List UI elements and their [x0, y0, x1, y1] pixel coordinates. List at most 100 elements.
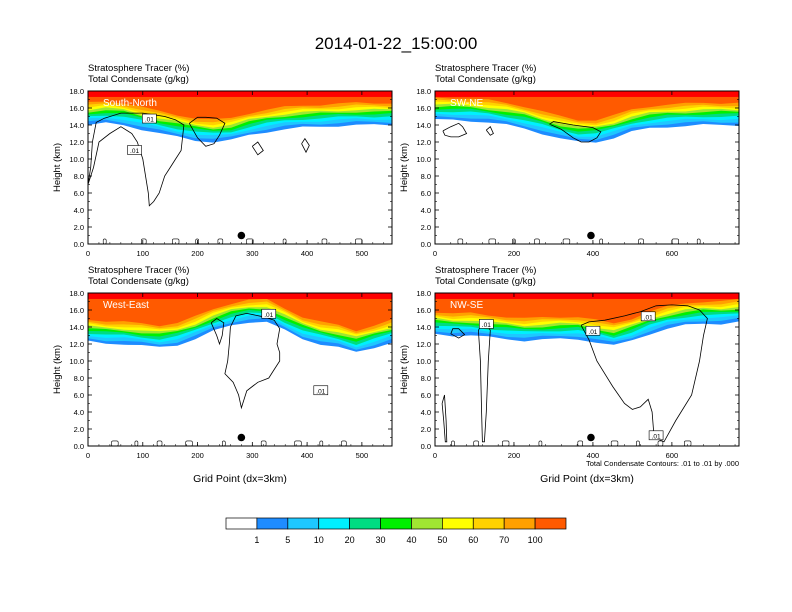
y-tick-label: 10.0: [416, 155, 431, 164]
contour-label-box: [313, 385, 329, 396]
y-tick-label: 16.0: [416, 306, 431, 315]
y-tick-label: 6.0: [421, 391, 431, 400]
contour-label: .01: [588, 329, 597, 336]
y-tick-label: 8.0: [74, 374, 84, 383]
x-tick-label: 400: [587, 249, 600, 258]
x-tick-label: 200: [191, 249, 204, 258]
panel-2: SW-NE Stratosphere Tracer (%)Total Conden…: [399, 63, 740, 258]
panel-label: South-North: [103, 98, 157, 109]
condensate-contour: [251, 141, 264, 156]
x-tick-label: 200: [191, 451, 204, 460]
y-tick-label: 18.0: [69, 87, 84, 96]
panels-group: .01 .01 South-North Stratosphere Tracer (%)…: [52, 63, 740, 485]
x-tick-label: 300: [246, 451, 259, 460]
contour-label: .01: [316, 388, 325, 395]
colorbar-label: 50: [437, 535, 447, 545]
y-tick-label: 10.0: [416, 357, 431, 366]
y-tick-label: 14.0: [69, 121, 84, 130]
panel-title-line2: Total Condensate (g/kg): [435, 276, 536, 287]
colorbar: 1 5 10 20 30 40 50 60 70 100: [225, 517, 567, 545]
y-tick-label: 16.0: [69, 104, 84, 113]
x-tick-label: 600: [666, 451, 679, 460]
colorbar-swatch: [380, 517, 412, 530]
contour-footnote: Total Condensate Contours: .01 to .01 by…: [586, 459, 739, 468]
panel-title-line2: Total Condensate (g/kg): [88, 74, 189, 85]
y-axis-label: Height (km): [52, 143, 63, 192]
condensate-contour: [210, 318, 225, 346]
panel-title-line2: Total Condensate (g/kg): [435, 74, 536, 85]
plot-area: .01 .01: [88, 91, 392, 244]
panel-title-line1: Stratosphere Tracer (%): [88, 265, 189, 276]
tracer-band-top: [88, 293, 392, 299]
x-tick-label: 200: [508, 451, 521, 460]
y-tick-label: 16.0: [416, 104, 431, 113]
panel-1: .01 .01 South-North Stratosphere Tracer (%)…: [52, 63, 393, 258]
contour-label-box: [261, 308, 277, 319]
colorbar-label: 60: [468, 535, 478, 545]
x-tick-label: 400: [301, 249, 314, 258]
panel-title-line1: Stratosphere Tracer (%): [435, 63, 536, 74]
y-tick-label: 0.0: [74, 442, 84, 451]
contour-label: .01: [644, 314, 653, 321]
panel-title-line2: Total Condensate (g/kg): [88, 276, 189, 287]
y-tick-label: 2.0: [74, 223, 84, 232]
location-marker: [237, 433, 246, 442]
condensate-contour: [88, 112, 185, 207]
panel-label: SW-NE: [450, 98, 483, 109]
panel-4: .01 .01 .01 .01 NW-SE Stratosphere Tracer (%)…: [399, 265, 740, 485]
colorbar-swatch: [287, 517, 320, 530]
colorbar-swatch: [472, 517, 505, 530]
plot-area: [435, 91, 739, 244]
colorbar-label: 5: [285, 535, 290, 545]
x-tick-label: 500: [356, 249, 369, 258]
y-axis-label: Height (km): [399, 345, 410, 394]
y-tick-label: 4.0: [74, 206, 84, 215]
y-tick-label: 8.0: [421, 172, 431, 181]
y-tick-label: 0.0: [421, 442, 431, 451]
condensate-contour: [301, 137, 310, 154]
x-tick-label: 0: [433, 249, 437, 258]
y-tick-label: 18.0: [416, 87, 431, 96]
condensate-contour: [188, 116, 226, 147]
x-tick-label: 0: [86, 451, 90, 460]
colorbar-swatch: [256, 517, 289, 530]
colorbar-label: 70: [499, 535, 509, 545]
colorbar-label: 40: [406, 535, 416, 545]
figure-title: 2014-01-22_15:00:00: [315, 34, 478, 53]
y-tick-label: 12.0: [69, 138, 84, 147]
condensate-contour: [580, 304, 708, 443]
colorbar-swatch: [318, 517, 350, 530]
x-tick-label: 600: [666, 249, 679, 258]
colorbar-label: 20: [345, 535, 355, 545]
tracer-band-top: [88, 91, 392, 97]
colorbar-swatch: [442, 517, 474, 530]
location-marker: [237, 231, 246, 240]
y-tick-label: 14.0: [416, 121, 431, 130]
y-tick-label: 0.0: [421, 240, 431, 249]
contour-label: .01: [482, 322, 491, 329]
y-tick-label: 18.0: [416, 289, 431, 298]
condensate-contour: [441, 394, 448, 443]
contour-label: .01: [145, 117, 154, 124]
colorbar-label: 1: [254, 535, 259, 545]
condensate-contour: [549, 121, 602, 143]
contour-label-box: [127, 145, 142, 155]
y-tick-label: 12.0: [69, 340, 84, 349]
x-tick-label: 100: [137, 249, 150, 258]
y-tick-label: 10.0: [69, 357, 84, 366]
plot-area: .01 .01: [88, 293, 392, 446]
plot-area: .01 .01 .01 .01: [435, 293, 739, 446]
contour-label-box: [479, 319, 494, 329]
y-tick-label: 2.0: [74, 425, 84, 434]
y-tick-label: 4.0: [421, 408, 431, 417]
panel-label: NW-SE: [450, 300, 483, 311]
x-tick-label: 300: [246, 249, 259, 258]
y-axis-label: Height (km): [399, 143, 410, 192]
y-tick-label: 12.0: [416, 340, 431, 349]
y-tick-label: 12.0: [416, 138, 431, 147]
y-tick-label: 2.0: [421, 425, 431, 434]
y-tick-label: 6.0: [74, 189, 84, 198]
location-marker: [587, 433, 595, 442]
y-tick-label: 10.0: [69, 155, 84, 164]
contour-label: .01: [264, 312, 273, 319]
